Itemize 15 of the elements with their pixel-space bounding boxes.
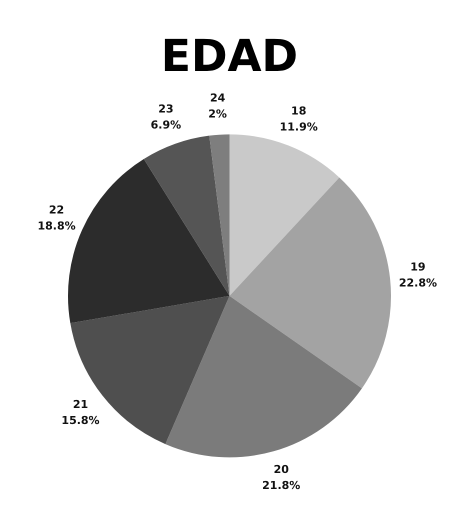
slice-label: 23: [158, 102, 174, 116]
slice-label: 24: [210, 92, 226, 105]
slice-label: 22: [48, 203, 64, 216]
data-label: 21.8%: [262, 479, 300, 492]
data-label: 18.8%: [37, 219, 76, 232]
chart-title: EDAD: [160, 30, 298, 82]
data-label: 11.9%: [280, 120, 318, 134]
data-label: 15.8%: [61, 414, 100, 427]
slice-label: 19: [410, 260, 426, 274]
slice-label: 20: [274, 463, 290, 476]
data-label: 6.9%: [150, 118, 182, 132]
data-label: 2%: [208, 108, 227, 121]
slice-label: 21: [72, 398, 88, 411]
data-label: 22.8%: [398, 276, 438, 290]
slice-label: 18: [291, 104, 306, 118]
